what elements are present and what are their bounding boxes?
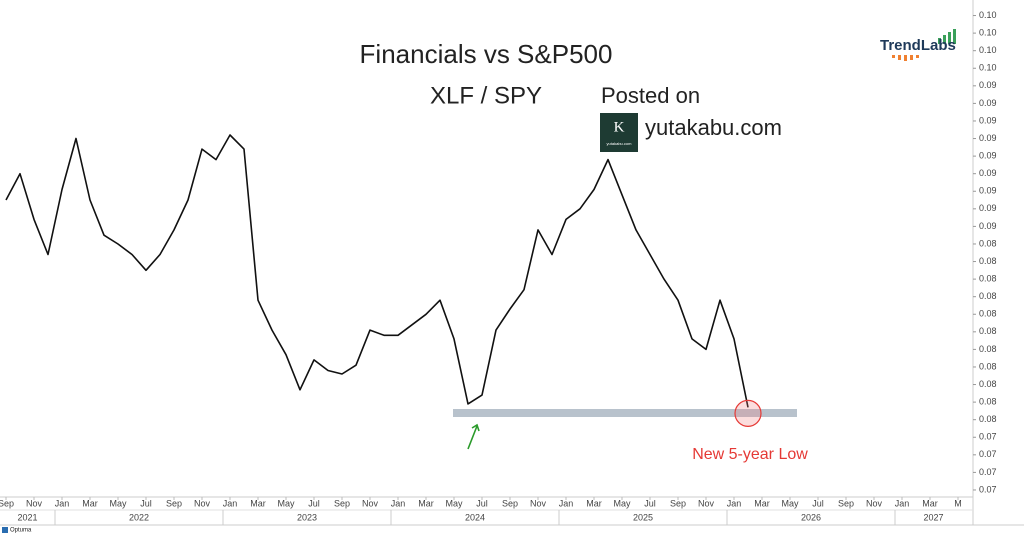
x-tick-label: Mar	[586, 498, 602, 508]
y-tick-label: 0.08	[979, 256, 997, 266]
watermark-site: yutakabu.com	[645, 115, 782, 140]
x-tick-label: May	[613, 498, 631, 508]
chart-title: Financials vs S&P500	[360, 39, 613, 69]
y-tick-label: 0.10	[979, 45, 997, 55]
brand-bar	[892, 55, 895, 58]
y-tick-label: 0.10	[979, 63, 997, 73]
green-arrow	[467, 423, 480, 450]
year-label: 2023	[297, 512, 317, 522]
year-label: 2027	[923, 512, 943, 522]
support-band	[453, 409, 797, 417]
y-tick-label: 0.09	[979, 80, 997, 90]
watermark-prefix: Posted on	[601, 83, 700, 108]
annotation: New 5-year Low	[692, 446, 808, 463]
x-tick-label: Nov	[866, 498, 883, 508]
brand-bar	[938, 38, 941, 44]
x-tick-label: Mar	[922, 498, 938, 508]
x-tick-label: Jul	[476, 498, 488, 508]
x-tick-label: Jul	[140, 498, 152, 508]
year-label: 2022	[129, 512, 149, 522]
y-tick-label: 0.09	[979, 186, 997, 196]
x-tick-label: Jan	[223, 498, 238, 508]
y-tick-label: 0.09	[979, 203, 997, 213]
year-label: 2021	[17, 512, 37, 522]
x-tick-label: May	[277, 498, 295, 508]
watermark-logo-mark: K	[614, 119, 625, 135]
y-tick-label: 0.07	[979, 467, 997, 477]
x-tick-label: Jan	[55, 498, 70, 508]
x-tick-label: Jan	[895, 498, 910, 508]
brand-bar	[904, 55, 907, 61]
x-tick-label: Mar	[250, 498, 266, 508]
y-tick-label: 0.08	[979, 326, 997, 336]
x-tick-label: Jul	[812, 498, 824, 508]
y-tick-label: 0.08	[979, 238, 997, 248]
brand-bar	[948, 32, 951, 44]
x-tick-label: Sep	[838, 498, 854, 508]
x-tick-label: Sep	[502, 498, 518, 508]
x-tick-label: May	[445, 498, 463, 508]
brand-bar	[943, 35, 946, 44]
x-tick-label: Nov	[26, 498, 43, 508]
x-tick-label: Sep	[0, 498, 14, 508]
watermark-logo-caption: yutakabu.com	[607, 141, 633, 146]
y-tick-label: 0.09	[979, 115, 997, 125]
series-line	[5, 134, 749, 408]
brand-bar	[953, 29, 956, 44]
y-tick-label: 0.07	[979, 449, 997, 459]
x-tick-label: May	[781, 498, 799, 508]
y-tick-label: 0.08	[979, 291, 997, 301]
y-tick-label: 0.09	[979, 150, 997, 160]
y-tick-label: 0.08	[979, 414, 997, 424]
x-tick-label: Nov	[530, 498, 547, 508]
y-tick-label: 0.08	[979, 309, 997, 319]
chart-subtitle: XLF / SPY	[430, 82, 542, 109]
watermark-logo	[600, 113, 638, 152]
y-tick-label: 0.08	[979, 273, 997, 283]
y-tick-label: 0.09	[979, 221, 997, 231]
brand-bar	[910, 55, 913, 60]
x-tick-label: Nov	[194, 498, 211, 508]
brand-name: TrendLabs	[880, 37, 956, 54]
x-tick-label: Nov	[698, 498, 715, 508]
y-tick-label: 0.08	[979, 379, 997, 389]
y-tick-label: 0.09	[979, 133, 997, 143]
brand-bar	[916, 55, 919, 58]
x-tick-label: Jan	[559, 498, 574, 508]
y-tick-label: 0.09	[979, 98, 997, 108]
brand-logo	[892, 29, 956, 61]
x-tick-label: Nov	[362, 498, 379, 508]
y-tick-label: 0.09	[979, 168, 997, 178]
low-marker	[734, 399, 762, 427]
y-tick-label: 0.08	[979, 361, 997, 371]
x-tick-label: Sep	[334, 498, 350, 508]
year-label: 2026	[801, 512, 821, 522]
y-tick-label: 0.08	[979, 396, 997, 406]
x-tick-label: Mar	[754, 498, 770, 508]
x-tick-label: Mar	[418, 498, 434, 508]
footer: Optuma	[10, 528, 32, 534]
year-label: 2025	[633, 512, 653, 522]
x-tick-label: Jan	[727, 498, 742, 508]
y-tick-label: 0.10	[979, 27, 997, 37]
x-tick-label: M	[954, 498, 962, 508]
y-tick-label: 0.07	[979, 484, 997, 494]
y-tick-label: 0.07	[979, 432, 997, 442]
footer-icon	[2, 527, 8, 533]
brand-bar	[898, 55, 901, 60]
y-tick-label: 0.08	[979, 344, 997, 354]
x-tick-label: Jul	[308, 498, 320, 508]
x-tick-label: Jul	[644, 498, 656, 508]
x-tick-label: Sep	[670, 498, 686, 508]
x-tick-label: May	[109, 498, 127, 508]
y-tick-label: 0.10	[979, 10, 997, 20]
x-tick-label: Jan	[391, 498, 406, 508]
year-label: 2024	[465, 512, 485, 522]
x-tick-label: Mar	[82, 498, 98, 508]
x-tick-label: Sep	[166, 498, 182, 508]
